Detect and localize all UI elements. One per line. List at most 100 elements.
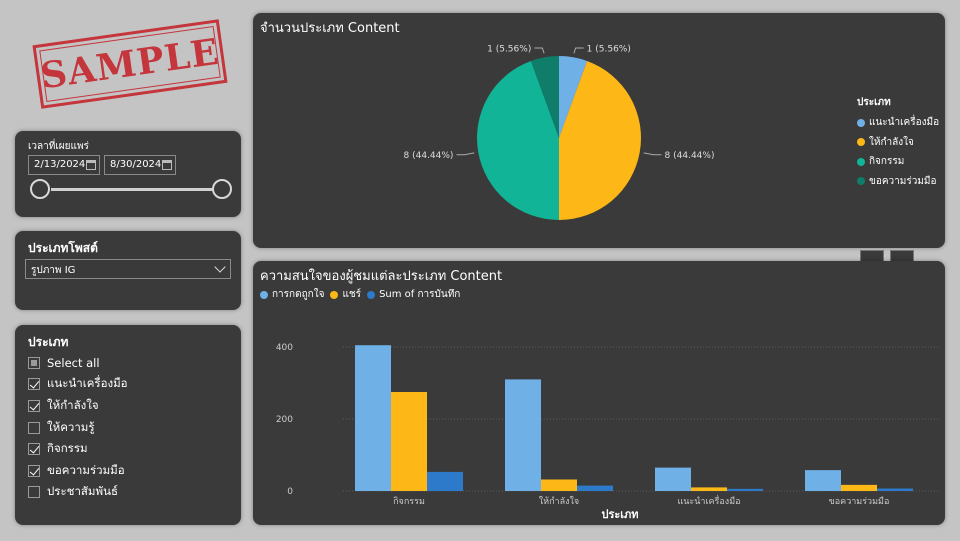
bar[interactable] <box>541 479 577 491</box>
checkbox[interactable] <box>28 464 40 477</box>
sample-stamp: SAMPLE <box>32 19 228 109</box>
date-slicer: เวลาที่เผยแพร่ 2/13/2024 8/30/2024 <box>15 131 241 217</box>
category-option-label: ประชาสัมพันธ์ <box>47 484 118 499</box>
category-option-label: แนะนำเครื่องมือ <box>47 376 128 391</box>
checkbox[interactable] <box>28 399 40 412</box>
checkbox[interactable] <box>28 356 40 369</box>
chevron-down-icon[interactable] <box>214 261 226 273</box>
start-date-input[interactable]: 2/13/2024 <box>28 155 100 175</box>
category-option[interactable]: ให้กำลังใจ <box>28 395 128 417</box>
pie-legend-item[interactable]: ขอความร่วมมือ <box>857 172 939 192</box>
sample-stamp-text: SAMPLE <box>38 30 222 98</box>
pie-data-label: 1 (5.56%) <box>487 45 531 55</box>
bar-legend: การกดถูกใจ แชร์ Sum of การบันทึก <box>260 287 466 302</box>
pie-legend-label: กิจกรรม <box>869 156 905 168</box>
pie-chart-card: จำนวนประเภท Content 1 (5.56%) 8 (44.44%) 8… <box>253 13 945 248</box>
legend-swatch <box>857 157 865 166</box>
pie-chart: 1 (5.56%) 8 (44.44%) 8 (44.44%) 1 (5.56%) <box>404 45 714 221</box>
pie-leader-line <box>573 47 584 54</box>
bar[interactable] <box>877 488 913 491</box>
legend-swatch <box>857 118 865 127</box>
pie-leader-line <box>456 152 475 156</box>
x-tick-label: แนะนำเครื่องมือ <box>677 494 740 507</box>
visual-toolbar <box>860 250 940 262</box>
bar-legend-item[interactable]: Sum of การบันทึก <box>367 287 460 302</box>
x-axis-title: ประเภท <box>601 508 638 521</box>
calendar-icon[interactable] <box>162 160 172 170</box>
checkbox[interactable] <box>28 443 40 456</box>
bar[interactable] <box>727 488 763 491</box>
pie-slice[interactable] <box>477 60 559 221</box>
category-option[interactable]: ให้ความรู้ <box>28 417 128 439</box>
date-slicer-title: เวลาที่เผยแพร่ <box>28 141 89 152</box>
pie-data-label: 1 (5.56%) <box>587 45 631 55</box>
category-option[interactable]: ประชาสัมพันธ์ <box>28 482 128 504</box>
post-type-dropdown[interactable]: รูปภาพ IG <box>25 259 231 279</box>
category-option[interactable]: ขอความร่วมมือ <box>28 460 128 482</box>
bar[interactable] <box>391 392 427 491</box>
pie-leader-line <box>534 47 545 54</box>
bar[interactable] <box>505 379 541 491</box>
checkbox[interactable] <box>28 486 40 499</box>
y-tick-label: 200 <box>276 415 293 425</box>
category-option[interactable]: กิจกรรม <box>28 438 128 460</box>
post-type-title: ประเภทโพสต์ <box>28 241 98 255</box>
bar[interactable] <box>691 487 727 491</box>
date-range-track[interactable] <box>51 188 231 191</box>
pie-slice[interactable] <box>530 56 559 138</box>
bar-legend-label: แชร์ <box>342 289 362 300</box>
filter-icon[interactable] <box>860 250 884 262</box>
post-type-selected: รูปภาพ IG <box>31 265 76 276</box>
bar-chart-card: ความสนใจของผู้ชมแต่ละประเภท Content การก… <box>253 261 945 525</box>
legend-swatch <box>367 290 376 299</box>
pie-slice[interactable] <box>559 56 588 138</box>
pie-leader-line <box>643 152 662 156</box>
bar[interactable] <box>427 471 463 491</box>
category-option-label: กิจกรรม <box>47 441 88 456</box>
start-date-handle[interactable] <box>30 179 50 199</box>
pie-legend: ประเภท แนะนำเครื่องมือให้กำลังใจกิจกรรมข… <box>857 95 939 191</box>
pie-legend-label: ขอความร่วมมือ <box>869 175 937 187</box>
pie-legend-title: ประเภท <box>857 97 891 108</box>
pie-slice[interactable] <box>559 60 641 221</box>
post-type-slicer: ประเภทโพสต์ รูปภาพ IG <box>15 231 241 310</box>
category-option-label: ให้ความรู้ <box>47 419 95 434</box>
category-option[interactable]: แนะนำเครื่องมือ <box>28 374 128 396</box>
bar-legend-label: Sum of การบันทึก <box>379 289 461 300</box>
x-tick-label: กิจกรรม <box>393 496 425 507</box>
category-option[interactable]: Select all <box>28 352 128 374</box>
x-tick-label: ให้กำลังใจ <box>539 496 579 507</box>
pie-legend-label: ให้กำลังใจ <box>869 136 914 148</box>
y-tick-label: 400 <box>276 343 293 353</box>
end-date-input[interactable]: 8/30/2024 <box>104 155 176 175</box>
bar-legend-item[interactable]: แชร์ <box>330 287 361 302</box>
bar[interactable] <box>577 485 613 491</box>
bar-legend-item[interactable]: การกดถูกใจ <box>260 287 324 302</box>
category-slicer: ประเภท Select all แนะนำเครื่องมือ ให้กำลัง… <box>15 325 241 525</box>
bar[interactable] <box>805 470 841 491</box>
bar[interactable] <box>655 467 691 491</box>
bar-legend-label: การกดถูกใจ <box>272 289 325 300</box>
x-tick-label: ขอความร่วมมือ <box>829 496 890 507</box>
bar[interactable] <box>355 345 391 491</box>
legend-swatch <box>857 138 865 147</box>
start-date-value: 2/13/2024 <box>34 159 86 170</box>
legend-swatch <box>857 177 865 186</box>
pie-legend-item[interactable]: ให้กำลังใจ <box>857 133 939 153</box>
end-date-handle[interactable] <box>212 179 232 199</box>
y-tick-label: 0 <box>287 487 293 497</box>
pie-data-label: 8 (44.44%) <box>404 151 454 161</box>
bar-chart: 0 200 400 กิจกรรม ให้กำลังใจ แนะนำเครื่องมือ ข… <box>276 343 938 521</box>
category-list: Select all แนะนำเครื่องมือให้กำลังใจให้คว… <box>28 352 128 503</box>
pie-legend-item[interactable]: กิจกรรม <box>857 152 939 172</box>
pie-chart-title: จำนวนประเภท Content <box>260 21 400 36</box>
checkbox[interactable] <box>28 421 40 434</box>
checkbox[interactable] <box>28 378 40 391</box>
calendar-icon[interactable] <box>86 160 96 170</box>
pie-legend-item[interactable]: แนะนำเครื่องมือ <box>857 113 939 133</box>
bar-chart-title: ความสนใจของผู้ชมแต่ละประเภท Content <box>260 269 503 284</box>
category-option-label: Select all <box>47 355 100 370</box>
focus-mode-icon[interactable] <box>890 250 914 262</box>
legend-swatch <box>260 290 268 299</box>
bar[interactable] <box>841 484 877 491</box>
